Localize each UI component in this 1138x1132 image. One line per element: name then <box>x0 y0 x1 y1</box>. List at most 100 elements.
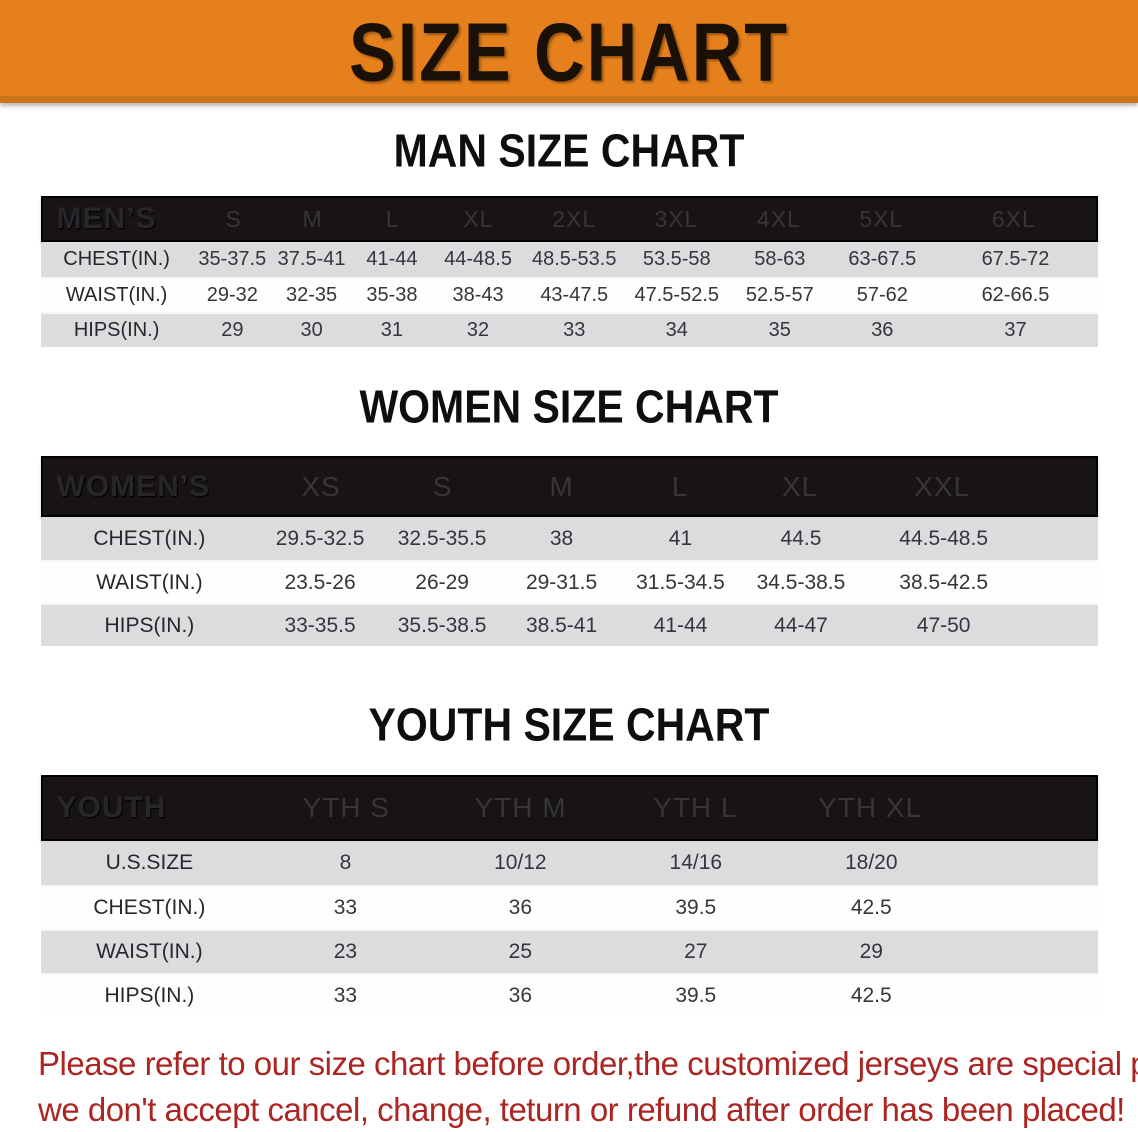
cell-value: 47-50 <box>916 613 971 637</box>
cell-value: 14/16 <box>669 851 723 874</box>
row-label: WAIST(IN.) <box>96 570 203 594</box>
table-row: WAIST(IN.) 23.5-26 26-29 29-31.5 31.5-34.5 34… <box>40 560 1098 603</box>
size-column-header: S <box>225 205 242 232</box>
cell-value: 34 <box>665 319 688 341</box>
cell-value: 39.5 <box>675 896 717 919</box>
cell-value: 35.5-38.5 <box>397 613 487 637</box>
cell-value: 36 <box>871 319 894 341</box>
row-label: HIPS(IN.) <box>104 613 195 637</box>
cell-value: 39.5 <box>675 984 717 1007</box>
size-chart-banner: SIZE CHART <box>0 0 1138 103</box>
cell-value: 44.5-48.5 <box>899 526 989 550</box>
cell-value: 18/20 <box>844 851 898 874</box>
cell-value: 32-35 <box>286 284 338 306</box>
table-header-row: MEN’S S M L XL 2XL 3XL 4XL 5XL 6XL <box>40 196 1098 242</box>
table-header-label: MEN’S <box>56 202 157 235</box>
row-label: HIPS(IN.) <box>104 984 195 1007</box>
cell-value: 29-31.5 <box>525 570 598 594</box>
cell-value: 31 <box>380 319 404 341</box>
cell-value: 67.5-72 <box>981 248 1050 270</box>
women-size-section: WOMEN SIZE CHART WOMEN’S XS S M L XL XXL CHEST(… <box>0 381 1138 646</box>
size-column-header: XXL <box>914 470 971 502</box>
cell-value: 48.5-53.5 <box>531 248 617 270</box>
row-label: WAIST(IN.) <box>96 940 203 963</box>
cell-value: 44-48.5 <box>444 248 512 270</box>
youth-chart-heading: YOUTH SIZE CHART <box>368 699 770 751</box>
youth-size-section: YOUTH SIZE CHART YOUTH YTH S YTH M YTH L YTH… <box>0 699 1138 1017</box>
table-row: WAIST(IN.) 29-32 32-35 35-38 38-43 43-47.5 47.… <box>40 277 1098 312</box>
women-size-table: WOMEN’S XS S M L XL XXL CHEST(IN.) 29.5-32.5 32.5… <box>40 456 1098 646</box>
cell-value: 42.5 <box>850 984 892 1007</box>
size-column-header: S <box>432 470 453 502</box>
cell-value: 36 <box>508 984 533 1007</box>
table-row: CHEST(IN.) 33 36 39.5 42.5 <box>40 885 1098 929</box>
cell-value: 35 <box>768 319 791 341</box>
cell-value: 44.5 <box>780 526 822 550</box>
cell-value: 38.5-42.5 <box>899 570 989 594</box>
table-header-label: YOUTH <box>56 791 167 824</box>
women-chart-heading: WOMEN SIZE CHART <box>359 381 779 433</box>
cell-value: 44-47 <box>774 613 828 637</box>
cell-value: 29 <box>859 940 883 963</box>
size-column-header: YTH L <box>653 792 738 823</box>
size-column-header: L <box>671 470 689 502</box>
row-label: U.S.SIZE <box>105 851 194 874</box>
cell-value: 35-37.5 <box>198 248 267 270</box>
cell-value: 41 <box>668 526 693 550</box>
size-column-header: M <box>549 470 574 502</box>
size-column-header: 2XL <box>552 205 597 232</box>
cell-value: 33 <box>563 319 586 341</box>
cell-value: 8 <box>339 851 352 874</box>
cell-value: 38.5-41 <box>525 613 598 637</box>
cell-value: 38-43 <box>452 284 504 306</box>
table-row: CHEST(IN.) 35-37.5 37.5-41 41-44 44-48.5 48.5… <box>40 242 1098 277</box>
cell-value: 32.5-35.5 <box>397 526 487 550</box>
cell-value: 25 <box>508 940 533 963</box>
cell-value: 41-44 <box>653 613 708 637</box>
table-row: HIPS(IN.) 33-35.5 35.5-38.5 38.5-41 41-44 44-… <box>40 603 1098 646</box>
disclaimer-line-2: we don't accept cancel, change, teturn o… <box>38 1091 1125 1128</box>
cell-value: 52.5-57 <box>745 284 814 306</box>
row-label: WAIST(IN.) <box>65 284 168 306</box>
cell-value: 32 <box>466 319 490 341</box>
cell-value: 33 <box>333 896 358 919</box>
size-column-header: YTH M <box>474 792 567 823</box>
table-row: HIPS(IN.) 33 36 39.5 42.5 <box>40 973 1098 1017</box>
table-row: U.S.SIZE 8 10/12 14/16 18/20 <box>40 841 1098 885</box>
size-column-header: 4XL <box>757 205 801 232</box>
cell-value: 41-44 <box>366 248 418 270</box>
cell-value: 10/12 <box>494 851 547 874</box>
size-column-header: 3XL <box>654 205 699 232</box>
row-label: CHEST(IN.) <box>93 896 206 919</box>
cell-value: 26-29 <box>415 570 469 594</box>
banner-title: SIZE CHART <box>349 5 789 98</box>
order-disclaimer: Please refer to our size chart before or… <box>0 1041 1138 1132</box>
size-column-header: 6XL <box>991 205 1036 232</box>
men-size-section: MAN SIZE CHART MEN’S S M L XL 2XL 3XL 4XL 5XL 6XL… <box>0 125 1138 347</box>
size-column-header: XL <box>463 205 494 232</box>
size-column-header: YTH XL <box>818 792 923 823</box>
size-column-header: YTH S <box>302 792 390 823</box>
table-row: HIPS(IN.) 29 30 31 32 33 34 35 36 37 <box>40 312 1098 347</box>
cell-value: 38 <box>549 526 574 550</box>
cell-value: 30 <box>300 319 323 341</box>
cell-value: 23 <box>333 940 358 963</box>
men-chart-heading: MAN SIZE CHART <box>393 125 745 177</box>
cell-value: 29-32 <box>206 284 258 306</box>
cell-value: 53.5-58 <box>642 248 711 270</box>
cell-value: 34.5-38.5 <box>756 570 846 594</box>
cell-value: 63-67.5 <box>848 248 917 270</box>
row-label: HIPS(IN.) <box>73 319 160 341</box>
table-header-row: WOMEN’S XS S M L XL XXL <box>40 456 1098 517</box>
cell-value: 29 <box>221 319 244 341</box>
row-label: CHEST(IN.) <box>93 526 206 550</box>
size-column-header: XL <box>781 470 819 502</box>
cell-value: 31.5-34.5 <box>636 570 725 594</box>
cell-value: 35-38 <box>366 284 418 306</box>
cell-value: 37.5-41 <box>277 248 346 270</box>
size-column-header: M <box>302 205 323 232</box>
cell-value: 36 <box>508 896 533 919</box>
cell-value: 62-66.5 <box>981 284 1050 306</box>
cell-value: 33 <box>333 984 358 1007</box>
cell-value: 27 <box>684 940 708 963</box>
